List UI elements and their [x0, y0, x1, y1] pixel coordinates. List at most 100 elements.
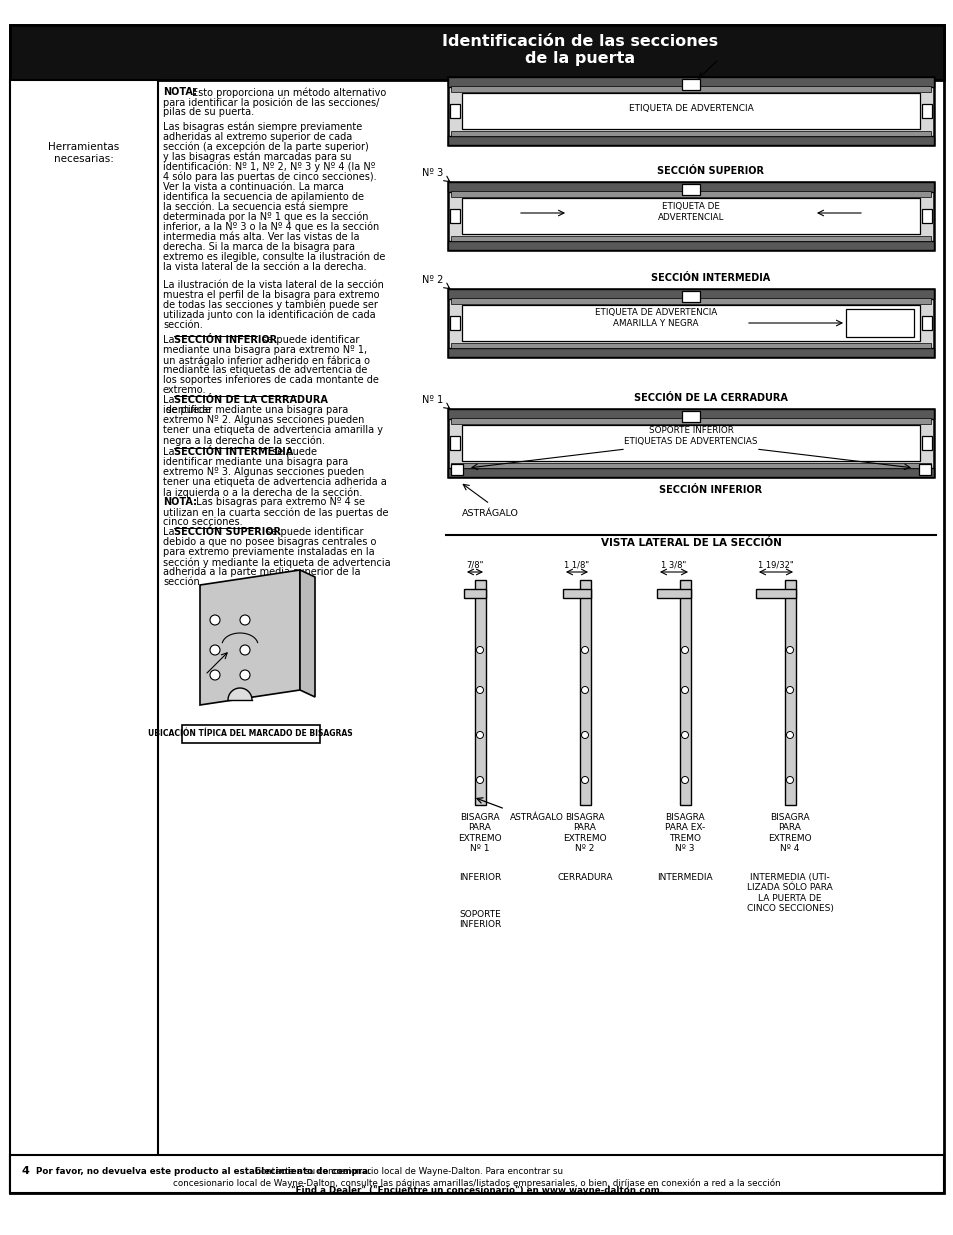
Bar [681, 291, 700, 303]
Text: negra a la derecha de la sección.: negra a la derecha de la sección. [163, 435, 325, 446]
Circle shape [581, 777, 588, 783]
Circle shape [581, 687, 588, 694]
Text: ETIQUETA DE ADVERTENCIA
AMARILLA Y NEGRA: ETIQUETA DE ADVERTENCIA AMARILLA Y NEGRA [595, 309, 717, 327]
Circle shape [785, 731, 793, 739]
Text: BISAGRA
PARA
EXTREMO
Nº 4: BISAGRA PARA EXTREMO Nº 4 [767, 813, 811, 853]
Text: La: La [163, 447, 177, 457]
Circle shape [476, 687, 483, 694]
Text: INFERIOR: INFERIOR [458, 873, 500, 882]
Polygon shape [200, 571, 299, 705]
Text: VISTA LATERAL DE LA SECCIÓN: VISTA LATERAL DE LA SECCIÓN [600, 538, 781, 548]
Bar [921, 316, 931, 330]
Polygon shape [299, 571, 314, 697]
Text: Herramientas
necesarias:: Herramientas necesarias: [49, 142, 119, 163]
Bar [451, 86, 930, 91]
Text: adheridas al extremo superior de cada: adheridas al extremo superior de cada [163, 132, 352, 142]
Text: Nº 2: Nº 2 [421, 275, 442, 285]
Circle shape [210, 615, 220, 625]
Bar [451, 463, 930, 468]
Bar [463, 589, 485, 598]
Text: La: La [163, 527, 177, 537]
Text: SECCIÓN SUPERIOR: SECCIÓN SUPERIOR [173, 527, 281, 537]
Bar [921, 209, 931, 224]
Text: Nº 1: Nº 1 [421, 395, 442, 405]
Text: SECCIÓN INTERMEDIA: SECCIÓN INTERMEDIA [651, 273, 770, 283]
Bar [451, 236, 930, 241]
Bar [579, 580, 590, 805]
Text: adherida a la parte media superior de la: adherida a la parte media superior de la [163, 567, 360, 577]
Bar [475, 580, 485, 805]
Text: INTERMEDIA (UTI-
LIZADA SÓLO PARA
LA PUERTA DE
CINCO SECCIONES): INTERMEDIA (UTI- LIZADA SÓLO PARA LA PUE… [746, 873, 833, 913]
Text: identificación: Nº 1, Nº 2, Nº 3 y Nº 4 (la Nº: identificación: Nº 1, Nº 2, Nº 3 y Nº 4 … [163, 162, 375, 173]
Text: derecha. Si la marca de la bisagra para: derecha. Si la marca de la bisagra para [163, 242, 355, 252]
Text: SECCIÓN INFERIOR: SECCIÓN INFERIOR [659, 485, 761, 495]
Text: se puede identificar: se puede identificar [258, 335, 359, 345]
Circle shape [680, 646, 688, 653]
Text: la sección. La secuencia está siempre: la sección. La secuencia está siempre [163, 203, 348, 212]
Bar [681, 79, 700, 90]
Text: SECCIÓN DE LA CERRADURA: SECCIÓN DE LA CERRADURA [173, 395, 328, 405]
Bar [448, 182, 933, 249]
Text: Por favor, no devuelva este producto al establecimiento de compra.: Por favor, no devuelva este producto al … [36, 1167, 371, 1176]
Text: concesionario local de Wayne-Dalton, consulte las páginas amarillas/listados emp: concesionario local de Wayne-Dalton, con… [173, 1178, 780, 1188]
Text: Identificación de las secciones
de la puerta: Identificación de las secciones de la pu… [441, 33, 718, 67]
Bar [681, 411, 700, 422]
Bar [755, 589, 795, 598]
Circle shape [581, 731, 588, 739]
Text: NOTA:: NOTA: [163, 86, 196, 98]
Text: identifica la secuencia de apilamiento de: identifica la secuencia de apilamiento d… [163, 191, 364, 203]
Bar [461, 425, 919, 461]
Text: extremo.: extremo. [163, 385, 206, 395]
Circle shape [581, 646, 588, 653]
Bar [451, 298, 930, 304]
Text: ETIQUETA DE
ADVERTENCIAL: ETIQUETA DE ADVERTENCIAL [657, 203, 723, 222]
Text: ETIQUETA DE ADVERTENCIA: ETIQUETA DE ADVERTENCIA [628, 105, 753, 114]
Text: BISAGRA
PARA EX-
TREMO
Nº 3: BISAGRA PARA EX- TREMO Nº 3 [664, 813, 704, 853]
Text: extremo Nº 2. Algunas secciones pueden: extremo Nº 2. Algunas secciones pueden [163, 415, 364, 425]
Text: tener una etiqueta de advertencia amarilla y: tener una etiqueta de advertencia amaril… [163, 425, 382, 435]
Bar [448, 241, 933, 249]
Circle shape [476, 731, 483, 739]
Bar [10, 80, 158, 1193]
Text: extremo es ilegible, consulte la ilustración de: extremo es ilegible, consulte la ilustra… [163, 252, 385, 263]
Text: muestra el perfil de la bisagra para extremo: muestra el perfil de la bisagra para ext… [163, 290, 379, 300]
Text: SECCIÓN SUPERIOR: SECCIÓN SUPERIOR [657, 165, 763, 177]
Circle shape [476, 646, 483, 653]
Text: sección.: sección. [163, 320, 203, 330]
Text: tener una etiqueta de advertencia adherida a: tener una etiqueta de advertencia adheri… [163, 477, 386, 487]
Text: utilizada junto con la identificación de cada: utilizada junto con la identificación de… [163, 310, 375, 321]
Circle shape [210, 671, 220, 680]
Text: 1 19/32": 1 19/32" [758, 559, 793, 569]
Circle shape [240, 615, 250, 625]
Bar [182, 725, 319, 743]
Text: BISAGRA
PARA
EXTREMO
Nº 1: BISAGRA PARA EXTREMO Nº 1 [457, 813, 501, 853]
Text: Contacte a su concesionario local de Wayne-Dalton. Para encontrar su: Contacte a su concesionario local de Way… [252, 1167, 562, 1176]
Bar [451, 191, 930, 198]
Text: un astrágalo inferior adherido en fábrica o: un astrágalo inferior adherido en fábric… [163, 354, 370, 366]
Bar [448, 409, 933, 419]
Text: ASTRÁGALO: ASTRÁGALO [510, 813, 563, 823]
Text: ASTRÁGALO: ASTRÁGALO [461, 509, 518, 517]
Text: SOPORTE INFERIOR
ETIQUETAS DE ADVERTENCIAS: SOPORTE INFERIOR ETIQUETAS DE ADVERTENCI… [623, 426, 757, 446]
Bar [448, 289, 933, 357]
Text: SECCIÓN INFERIOR: SECCIÓN INFERIOR [173, 335, 276, 345]
Text: sección (a excepción de la parte superior): sección (a excepción de la parte superio… [163, 142, 369, 152]
Text: CERRADURA: CERRADURA [557, 873, 612, 882]
Text: Nº 3: Nº 3 [421, 168, 442, 178]
Text: SOPORTE
INFERIOR: SOPORTE INFERIOR [458, 910, 500, 930]
Circle shape [785, 646, 793, 653]
Text: pilas de su puerta.: pilas de su puerta. [163, 107, 253, 117]
Text: sección.: sección. [163, 577, 203, 587]
Text: los soportes inferiores de cada montante de: los soportes inferiores de cada montante… [163, 375, 378, 385]
Text: UBICACIÓN TÍPICA DEL MARCADO DE BISAGRAS: UBICACIÓN TÍPICA DEL MARCADO DE BISAGRAS [148, 730, 352, 739]
Bar [451, 343, 930, 348]
Text: extremo Nº 3. Algunas secciones pueden: extremo Nº 3. Algunas secciones pueden [163, 467, 364, 477]
Bar [448, 77, 933, 86]
Text: sección y mediante la etiqueta de advertencia: sección y mediante la etiqueta de advert… [163, 557, 390, 568]
Text: para extremo previamente instaladas en la: para extremo previamente instaladas en l… [163, 547, 375, 557]
Bar [10, 1155, 943, 1193]
Bar [450, 104, 459, 119]
Text: identificar mediante una bisagra para: identificar mediante una bisagra para [163, 457, 348, 467]
Bar [448, 348, 933, 357]
Text: La ilustración de la vista lateral de la sección: La ilustración de la vista lateral de la… [163, 280, 383, 290]
